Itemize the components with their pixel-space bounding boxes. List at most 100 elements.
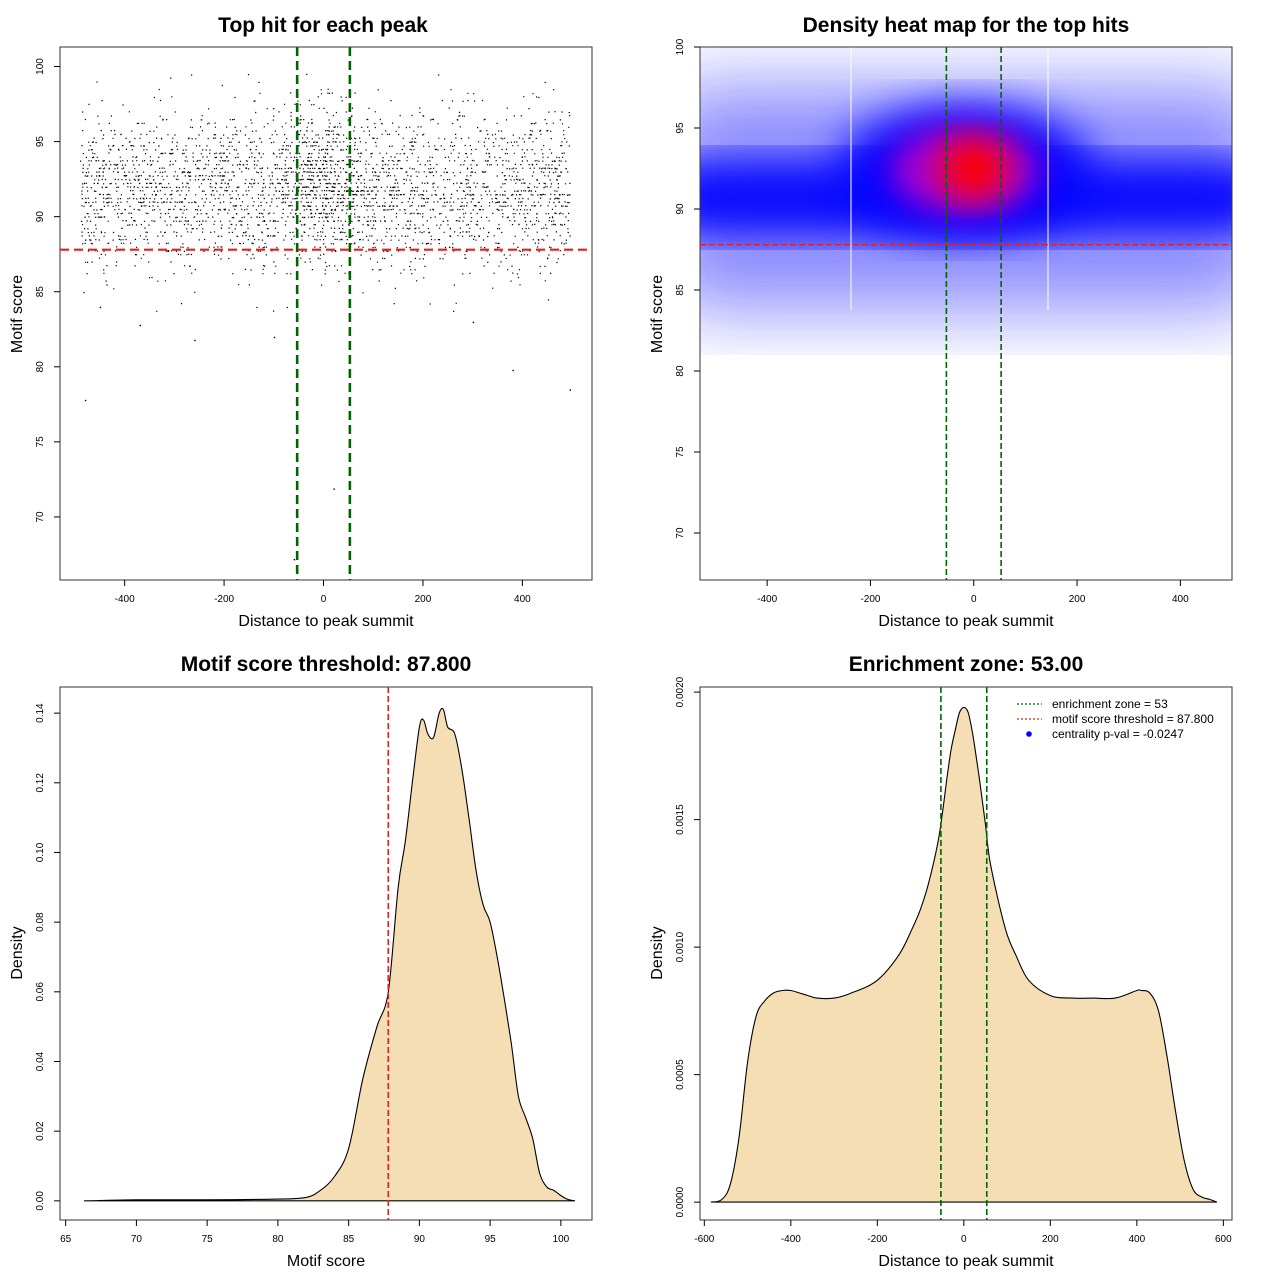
score-density-y-tick-label: 0.06	[35, 982, 46, 1002]
heatmap-y-tick-label: 100	[675, 38, 686, 55]
distance-density-x-ticks: -600 -400 -200 0 200 400 600	[694, 1220, 1232, 1245]
scatter-outlier-point	[293, 558, 296, 561]
distance-density-x-tick-label: -400	[781, 1234, 801, 1245]
distance-density-y-tick-label: 0.0005	[675, 1059, 686, 1090]
scatter-y-tick-label: 100	[35, 58, 46, 75]
score-density-x-tick-label: 85	[343, 1234, 355, 1245]
distance-density-title: Enrichment zone: 53.00	[849, 653, 1084, 676]
score-density-frame	[59, 686, 593, 1221]
score-density-x-tick-label: 80	[272, 1234, 284, 1245]
scatter-x-tick-label: -200	[214, 594, 234, 605]
heatmap-y-tick-label: 95	[675, 122, 686, 134]
distance-density-x-label: Distance to peak summit	[878, 1253, 1054, 1270]
distance-density-x-tick-label: 0	[961, 1234, 967, 1245]
scatter-y-ticks: 70 75 80 85 90 95 100	[35, 58, 60, 523]
distance-density-y-tick-label: 0.0010	[675, 931, 686, 962]
score-density-x-tick-label: 65	[60, 1234, 72, 1245]
distance-density-y-tick-label: 0.0015	[675, 804, 686, 835]
panel-scatter: Top hit for each peak -400 -200 0 200 400 70…	[9, 14, 593, 630]
distance-density-frame	[699, 686, 1233, 1221]
panel-distance-density: Enrichment zone: 53.00 -600 -400 -200 0 200 4…	[649, 653, 1233, 1270]
score-density-y-label: Density	[9, 926, 26, 979]
scatter-y-tick-label: 95	[35, 136, 46, 148]
score-density-y-tick-label: 0.04	[35, 1051, 46, 1071]
distance-density-x-tick-label: -200	[867, 1234, 887, 1245]
distance-density-x-tick-label: 600	[1215, 1234, 1232, 1245]
heatmap-hotspot	[939, 138, 1008, 199]
scatter-x-tick-label: 200	[415, 594, 432, 605]
heatmap-y-label: Motif score	[649, 275, 666, 353]
heatmap-density	[700, 47, 1232, 580]
heatmap-y-tick-label: 85	[675, 284, 686, 296]
scatter-y-tick-label: 75	[35, 436, 46, 448]
score-density-y-ticks: 0.00 0.02 0.04 0.06 0.08 0.10 0.12 0.14	[35, 703, 60, 1211]
scatter-y-tick-label: 70	[35, 511, 46, 523]
scatter-x-tick-label: 0	[321, 594, 327, 605]
heatmap-y-tick-label: 80	[675, 365, 686, 377]
scatter-outlier-point	[84, 399, 87, 402]
scatter-outlier-point	[333, 488, 335, 490]
scatter-outlier-point	[194, 339, 196, 342]
score-density-area	[84, 707, 576, 1202]
scatter-y-tick-label: 80	[35, 361, 46, 373]
scatter-title: Top hit for each peak	[218, 14, 428, 37]
scatter-points	[80, 73, 571, 312]
scatter-reference-lines	[60, 47, 592, 580]
scatter-frame	[59, 46, 593, 581]
distance-density-zone-lines	[940, 687, 988, 1220]
score-density-title: Motif score threshold: 87.800	[181, 653, 472, 676]
heatmap-y-ticks: 70 75 80 85 90 95 100	[675, 38, 700, 539]
scatter-x-label: Distance to peak summit	[238, 613, 414, 630]
distance-density-x-tick-label: 200	[1042, 1234, 1059, 1245]
distance-density-x-tick-label: -600	[694, 1234, 714, 1245]
score-density-x-tick-label: 90	[414, 1234, 426, 1245]
heatmap-x-tick-label: 0	[971, 594, 977, 605]
heatmap-y-tick-label: 90	[675, 203, 686, 215]
score-density-y-tick-label: 0.14	[35, 703, 46, 723]
heatmap-x-label: Distance to peak summit	[878, 613, 1054, 630]
score-density-x-tick-label: 100	[553, 1234, 570, 1245]
scatter-outliers	[84, 306, 572, 561]
heatmap-reference-lines	[700, 47, 1232, 580]
distance-density-y-ticks: 0.0000 0.0005 0.0010 0.0015 0.0020	[675, 676, 700, 1217]
score-density-y-tick-label: 0.00	[35, 1191, 46, 1211]
score-density-y-tick-label: 0.10	[35, 842, 46, 862]
score-density-x-label: Motif score	[287, 1253, 365, 1270]
panel-heatmap: Density heat map for the top hits -400 -2…	[649, 14, 1233, 630]
distance-density-x-tick-label: 400	[1129, 1234, 1146, 1245]
scatter-outlier-point	[139, 324, 141, 327]
distance-density-legend: enrichment zone = 53 motif score thresho…	[1017, 697, 1214, 741]
scatter-y-label: Motif score	[9, 275, 26, 353]
distance-density-y-label: Density	[649, 926, 666, 979]
heatmap-frame	[699, 46, 1233, 581]
score-density-x-tick-label: 75	[202, 1234, 214, 1245]
scatter-y-tick-label: 85	[35, 286, 46, 298]
scatter-x-ticks: -400 -200 0 200 400	[115, 580, 531, 605]
heatmap-x-ticks: -400 -200 0 200 400	[757, 580, 1189, 605]
heatmap-title: Density heat map for the top hits	[803, 14, 1130, 37]
heatmap-x-tick-label: 200	[1069, 594, 1086, 605]
scatter-outlier-point	[569, 389, 572, 391]
score-density-x-tick-label: 95	[485, 1234, 497, 1245]
scatter-x-tick-label: 400	[514, 594, 531, 605]
scatter-outlier-point	[273, 336, 276, 339]
scatter-x-tick-label: -400	[115, 594, 135, 605]
score-density-y-tick-label: 0.02	[35, 1121, 46, 1141]
distance-density-y-tick-label: 0.0020	[675, 676, 686, 707]
score-density-y-tick-label: 0.12	[35, 773, 46, 793]
scatter-outlier-point	[99, 306, 102, 309]
scatter-outlier-point	[512, 369, 514, 372]
heatmap-x-tick-label: -400	[757, 594, 777, 605]
heatmap-x-tick-label: 400	[1172, 594, 1189, 605]
legend-point-centrality	[1026, 731, 1032, 737]
score-density-y-tick-label: 0.08	[35, 912, 46, 932]
legend-label-enrichment: enrichment zone = 53	[1052, 697, 1168, 711]
legend-label-threshold: motif score threshold = 87.800	[1052, 712, 1214, 726]
scatter-outlier-point	[472, 321, 475, 324]
scatter-y-tick-label: 90	[35, 211, 46, 223]
score-density-x-ticks: 65 70 75 80 85 90 95 100	[60, 1220, 570, 1245]
distance-density-area	[710, 706, 1218, 1203]
score-density-x-tick-label: 70	[131, 1234, 143, 1245]
heatmap-x-tick-label: -200	[860, 594, 880, 605]
